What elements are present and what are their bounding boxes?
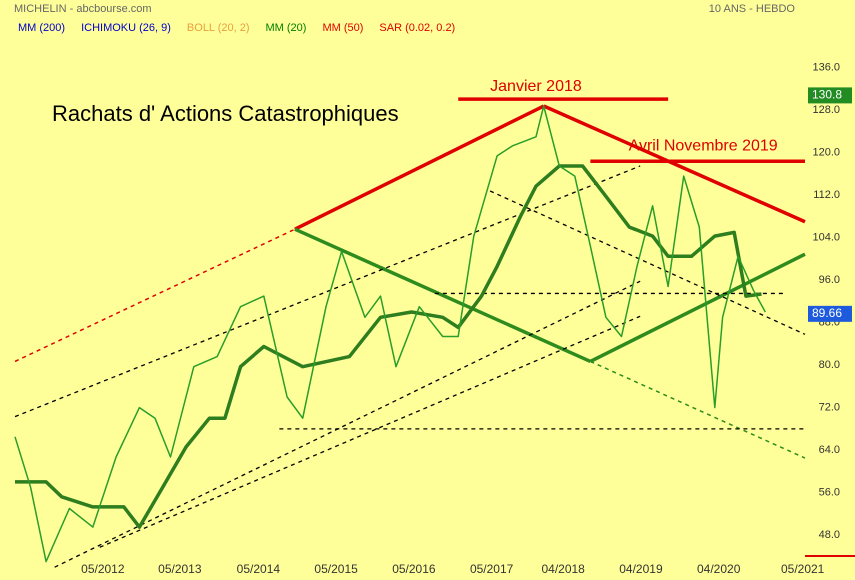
x-tick-label: 05/2016 [392, 562, 436, 576]
legend-entry: SAR (0.02, 0.2) [379, 22, 455, 34]
annotation: Janvier 2018 [490, 78, 582, 95]
x-tick-label: 04/2020 [697, 562, 741, 576]
y-tick-label: 64.0 [819, 444, 840, 456]
legend: MM (200) ICHIMOKU (26, 9) BOLL (20, 2) MM (… [18, 22, 455, 34]
trendline [294, 104, 545, 231]
y-tick-label: 96.0 [819, 274, 840, 286]
trendline [14, 228, 296, 363]
y-tick-label: 72.0 [819, 402, 840, 414]
price-marker-label: 130.8 [812, 88, 842, 102]
x-tick-label: 05/2017 [470, 562, 514, 576]
price-marker-label: 89.66 [812, 306, 842, 320]
y-tick-label: 80.0 [819, 359, 840, 371]
price-line [14, 105, 766, 563]
trendline [589, 252, 806, 363]
period: 10 ANS - HEBDO [709, 3, 796, 15]
legend-entry: MM (50) [322, 22, 363, 34]
trendline [14, 165, 641, 418]
x-tick-label: 05/2014 [237, 562, 281, 576]
x-tick-label: 05/2013 [158, 562, 202, 576]
x-tick-label: 05/2015 [314, 562, 358, 576]
y-tick-label: 104.0 [812, 232, 840, 244]
y-tick-label: 48.0 [819, 529, 840, 541]
y-tick-label: 112.0 [813, 189, 840, 201]
y-tick-label: 120.0 [812, 147, 840, 159]
chart-title: Rachats d' Actions Catastrophiques [52, 101, 399, 126]
price-marker [808, 87, 852, 104]
legend-entry: MM (200) [18, 22, 65, 34]
x-tick-label: 04/2018 [541, 562, 585, 576]
x-tick-label: 04/2019 [619, 562, 663, 576]
x-tick-label: 05/2012 [81, 562, 125, 576]
y-tick-label: 56.0 [819, 486, 840, 498]
trendline [294, 227, 592, 364]
legend-entry: MM (20) [266, 22, 307, 34]
legend-entry: BOLL (20, 2) [187, 22, 250, 34]
annotation: Avril Novembre 2019 [629, 138, 778, 155]
trendline [543, 104, 806, 224]
y-tick-label: 128.0 [812, 104, 840, 116]
price-marker [808, 305, 852, 322]
y-tick-label: 136.0 [812, 62, 840, 74]
legend-entry: ICHIMOKU (26, 9) [81, 22, 171, 34]
source: MICHELIN - abcbourse.com [14, 3, 152, 15]
trendline [590, 360, 806, 459]
trendline [99, 315, 641, 548]
trendline [489, 190, 806, 335]
indicator-line [15, 164, 762, 529]
x-tick-label: 05/2021 [781, 562, 825, 576]
